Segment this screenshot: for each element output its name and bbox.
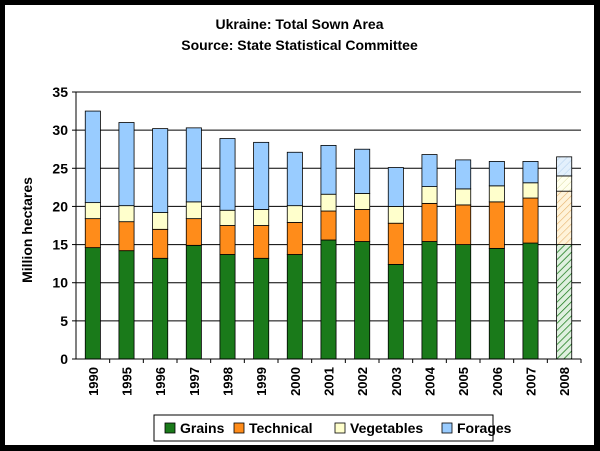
bar-forages-1996 [152,128,169,213]
bar-vegetables-2000 [286,205,303,223]
bar-grains-2008 [556,244,573,360]
x-tick-label: 2001 [322,367,337,396]
x-tick-label: 1998 [221,367,236,396]
bar-vegetables-2003 [387,206,404,224]
y-tick-label: 35 [52,84,68,100]
bar-technical-2006 [488,201,505,249]
chart-frame: Ukraine: Total Sown Area Source: State S… [5,5,594,445]
bar-grains-1990 [84,247,101,360]
bar-forages-2008 [556,156,573,177]
bar-technical-2007 [522,197,539,244]
bar-technical-2001 [320,210,337,241]
bar-grains-1996 [152,257,169,360]
bar-forages-1997 [185,127,202,203]
bar-grains-2003 [387,264,404,360]
legend-label-vegetables: Vegetables [350,420,423,436]
bar-grains-2007 [522,242,539,360]
bar-forages-1995 [118,122,135,207]
legend-swatch-forages [441,422,453,434]
bar-forages-1998 [219,138,236,211]
bar-vegetables-1996 [152,212,169,230]
bar-forages-2002 [354,148,371,194]
bar-grains-1999 [253,257,270,360]
bar-technical-1990 [84,218,101,249]
bar-technical-1999 [253,225,270,259]
chart-plot: 0 5 10 15 20 25 30 35 1990 1995 1996 1997 1998 1999 20… [52,84,582,442]
bar-technical-1996 [152,228,169,259]
bar-vegetables-1995 [118,205,135,223]
bar-grains-2005 [455,244,472,360]
bar-vegetables-2007 [522,182,539,199]
x-tick-label: 2004 [423,366,438,396]
x-tick-label: 2007 [524,367,539,396]
bar-vegetables-2005 [455,188,472,206]
x-tick-label: 2008 [557,367,572,396]
bar-vegetables-2002 [354,193,371,210]
bar-grains-1998 [219,254,236,360]
bar-forages-2003 [387,167,404,207]
bar-vegetables-2001 [320,193,337,212]
y-tick-label: 25 [52,160,68,176]
bar-forages-1999 [253,141,270,210]
legend-swatch-technical [233,422,245,434]
x-tick-label: 2006 [490,367,505,396]
x-tick-label: 2002 [355,367,370,396]
bar-technical-2002 [354,209,371,242]
bar-vegetables-1997 [185,201,202,220]
y-tick-label: 0 [60,351,68,367]
bar-grains-1995 [118,250,135,360]
bar-forages-2000 [286,151,303,207]
bar-grains-2002 [354,241,371,360]
x-tick-label: 1990 [86,367,101,396]
x-tick-label: 1996 [153,367,168,396]
bar-vegetables-2006 [488,185,505,203]
bar-grains-2006 [488,247,505,360]
x-tick-label: 2003 [389,367,404,396]
bar-vegetables-2008 [556,175,573,192]
bar-technical-1995 [118,221,135,252]
bar-forages-2001 [320,144,337,195]
y-tick-label: 20 [52,198,68,214]
bar-forages-2005 [455,159,472,190]
axes: 0 5 10 15 20 25 30 35 1990 1995 1996 1997 1998 1999 20… [52,84,582,396]
bar-forages-2006 [488,161,505,187]
bar-technical-2005 [455,204,472,245]
legend: Grains Technical Vegetables Forages [153,414,512,442]
x-tick-label: 1995 [120,367,135,396]
bar-grains-1997 [185,244,202,360]
bar-technical-1998 [219,225,236,255]
bar-forages-2004 [421,154,438,187]
x-tick-label: 2000 [288,367,303,396]
bar-vegetables-1998 [219,209,236,226]
y-tick-label: 30 [52,122,68,138]
bar-technical-2004 [421,202,438,242]
bar-technical-2008 [556,190,573,245]
bar-grains-2004 [421,241,438,360]
legend-box [153,414,494,442]
bar-forages-2007 [522,161,539,184]
bar-vegetables-1999 [253,209,270,226]
legend-label-forages: Forages [457,420,512,436]
bar-grains-2000 [286,254,303,360]
y-tick-label: 15 [52,237,68,253]
legend-swatch-grains [164,422,176,434]
x-tick-label: 2005 [456,367,471,396]
bar-grains-2001 [320,239,337,360]
legend-label-grains: Grains [180,420,225,436]
y-tick-label: 5 [60,313,68,329]
legend-label-technical: Technical [249,420,313,436]
chart-title: Ukraine: Total Sown Area [215,16,384,32]
chart-subtitle: Source: State Statistical Committee [181,37,418,53]
bar-vegetables-2004 [421,186,438,204]
x-tick-label: 1999 [254,367,269,396]
x-tick-label: 1997 [187,367,202,396]
bars [84,110,573,360]
bar-forages-1990 [84,110,101,204]
bar-vegetables-1990 [84,202,101,220]
y-tick-label: 10 [52,275,68,291]
bar-technical-2003 [387,222,404,265]
bar-technical-1997 [185,218,202,246]
bar-technical-2000 [286,222,303,255]
legend-swatch-vegetables [334,422,346,434]
